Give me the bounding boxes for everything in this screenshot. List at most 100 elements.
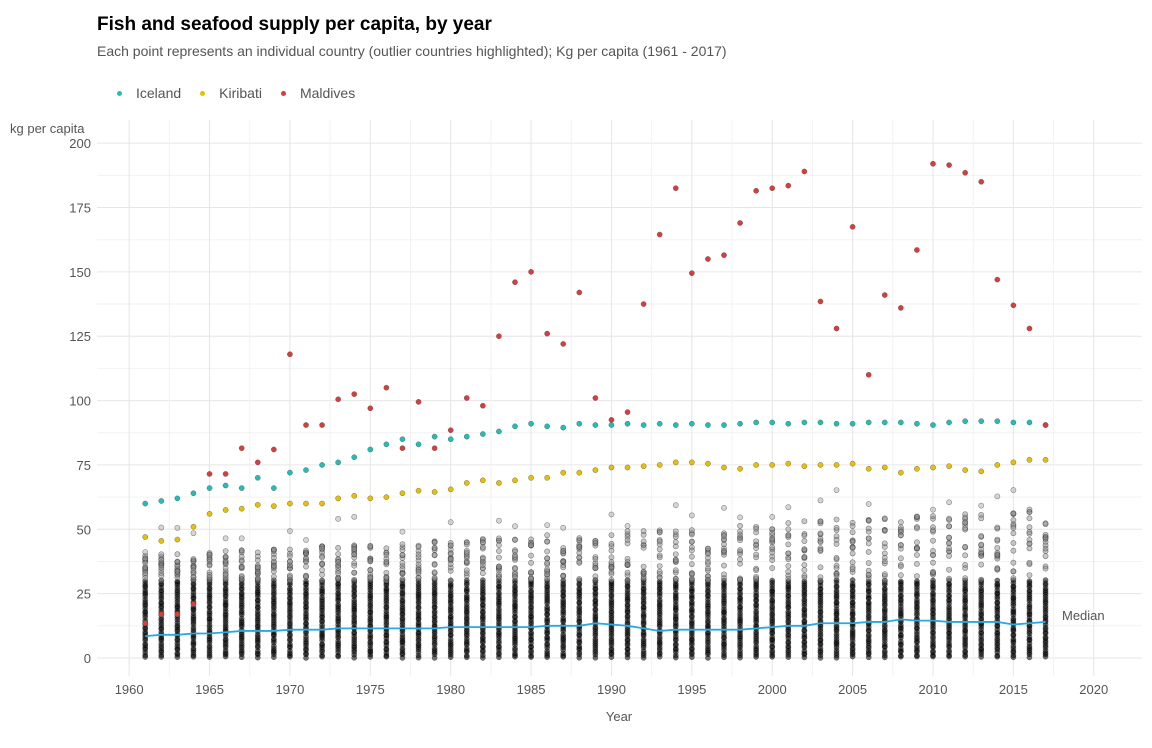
country-point xyxy=(688,547,695,554)
x-tick-label: 2015 xyxy=(999,682,1028,697)
iceland-point xyxy=(238,485,245,491)
country-point xyxy=(238,573,245,579)
country-point xyxy=(881,572,888,579)
kiribati-point xyxy=(817,462,824,468)
country-point xyxy=(914,552,920,558)
country-point xyxy=(1010,530,1017,537)
country-point xyxy=(415,566,422,573)
y-tick-label: 0 xyxy=(84,651,91,666)
country-point xyxy=(833,487,840,493)
country-point xyxy=(1042,545,1049,552)
kiribati-point xyxy=(640,463,647,470)
country-point xyxy=(512,555,518,562)
country-point xyxy=(656,578,663,585)
country-point xyxy=(737,537,743,544)
country-point xyxy=(769,557,776,564)
maldives-point xyxy=(174,611,181,618)
maldives-point xyxy=(914,247,920,253)
country-point xyxy=(1010,517,1017,523)
maldives-point xyxy=(512,279,518,285)
country-point xyxy=(865,528,872,535)
maldives-point xyxy=(801,168,808,175)
country-point xyxy=(817,530,824,537)
kiribati-point xyxy=(447,486,454,493)
country-point xyxy=(399,566,406,572)
country-point xyxy=(672,528,679,535)
maldives-point xyxy=(1042,422,1049,428)
country-point xyxy=(383,558,390,565)
country-point xyxy=(512,566,518,572)
iceland-point xyxy=(367,446,374,453)
country-point xyxy=(238,549,245,556)
country-point xyxy=(737,547,743,554)
country-point xyxy=(897,532,904,539)
iceland-point xyxy=(914,420,920,427)
country-point xyxy=(287,558,293,565)
country-point xyxy=(930,527,936,534)
country-point xyxy=(560,577,567,584)
country-point xyxy=(190,530,197,537)
country-point xyxy=(447,519,454,526)
country-point xyxy=(801,562,808,568)
country-point xyxy=(608,578,615,585)
country-point xyxy=(238,553,245,560)
kiribati-point xyxy=(206,511,213,517)
country-point xyxy=(447,551,454,557)
country-point xyxy=(833,556,840,563)
country-point xyxy=(817,497,824,504)
x-tick-label: 1965 xyxy=(195,682,224,697)
y-tick-label: 50 xyxy=(77,522,91,537)
country-point xyxy=(1010,523,1017,529)
country-point xyxy=(383,551,390,558)
maldives-point xyxy=(705,256,711,262)
maldives-point xyxy=(576,289,583,296)
country-point xyxy=(560,548,567,555)
y-tick-label: 150 xyxy=(69,265,91,280)
legend-label-maldives: Maldives xyxy=(299,85,356,101)
iceland-point xyxy=(624,420,631,427)
country-point xyxy=(238,558,245,565)
median-line xyxy=(145,618,1046,637)
country-point xyxy=(769,549,776,556)
country-point xyxy=(753,565,760,572)
y-axis-title: kg per capita xyxy=(10,121,85,136)
kiribati-point xyxy=(656,462,663,468)
country-point xyxy=(721,562,727,569)
country-point xyxy=(914,539,920,546)
iceland-point xyxy=(1026,419,1033,426)
country-point xyxy=(672,551,679,558)
country-point xyxy=(447,546,454,553)
maldives-point xyxy=(447,427,454,433)
country-point xyxy=(270,554,277,561)
maldives-point xyxy=(946,162,952,168)
iceland-point xyxy=(415,441,422,448)
country-point xyxy=(142,549,149,556)
country-point xyxy=(672,567,679,574)
maldives-point xyxy=(383,384,390,391)
kiribati-point xyxy=(142,534,149,540)
country-point xyxy=(656,563,663,569)
country-point xyxy=(1026,559,1033,566)
country-point xyxy=(737,556,743,563)
country-point xyxy=(319,544,325,551)
kiribati-point xyxy=(174,536,181,543)
country-point xyxy=(930,552,936,559)
iceland-point xyxy=(303,467,309,473)
country-point xyxy=(849,529,856,536)
country-point xyxy=(978,533,985,539)
country-point xyxy=(914,578,920,585)
country-point xyxy=(303,573,309,580)
country-point xyxy=(833,536,840,543)
country-point xyxy=(174,574,181,581)
maldives-point xyxy=(881,292,888,298)
kiribati-point xyxy=(881,464,888,471)
median-label: Median xyxy=(1062,608,1105,623)
country-point xyxy=(785,520,792,526)
country-point xyxy=(865,525,872,532)
y-tick-label: 100 xyxy=(69,394,91,409)
country-point xyxy=(737,528,743,535)
country-point xyxy=(512,574,518,581)
kiribati-point xyxy=(849,460,856,467)
country-point xyxy=(576,576,583,582)
maldives-point xyxy=(721,252,727,258)
